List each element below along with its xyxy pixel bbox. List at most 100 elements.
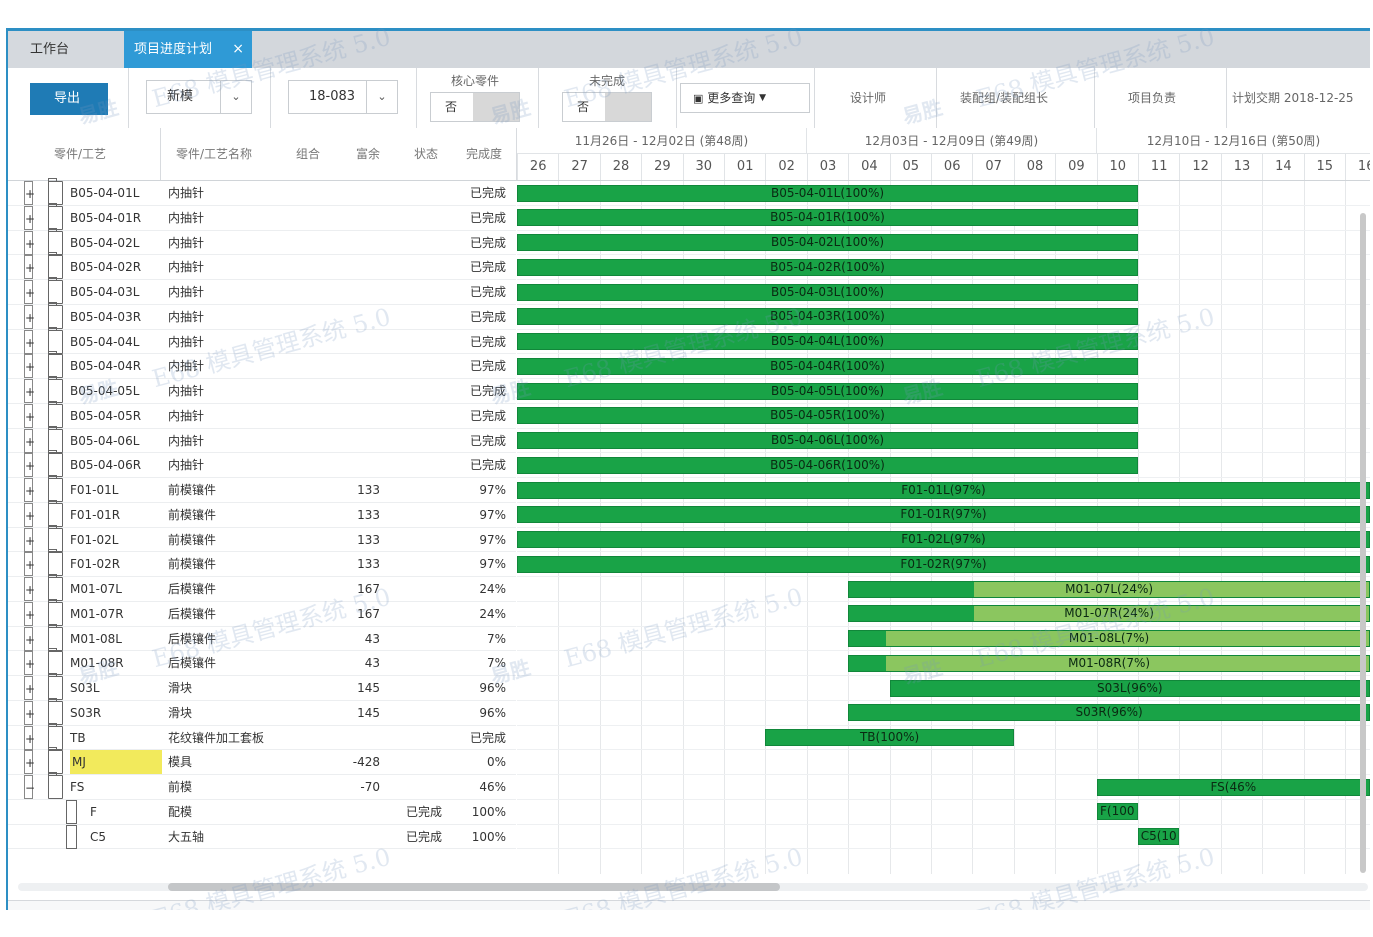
expand-icon[interactable]: +	[24, 601, 35, 626]
gantt-bar[interactable]: F01-02R(97%)	[517, 555, 1370, 573]
table-row[interactable]: + B05-04-01R 内抽针 已完成	[8, 202, 516, 231]
expand-icon[interactable]: +	[24, 329, 35, 354]
expand-icon[interactable]: +	[24, 502, 35, 527]
table-row[interactable]: + B05-04-03R 内抽针 已完成	[8, 301, 516, 330]
gantt-bar[interactable]: C5(10	[1138, 828, 1180, 845]
table-row[interactable]: + TB 花纹镶件加工套板 已完成	[8, 722, 516, 751]
unfinished-filter[interactable]: 未完成 否	[552, 72, 662, 122]
expand-icon[interactable]: +	[24, 181, 35, 205]
column-header-progress[interactable]: 完成度	[466, 147, 503, 161]
table-row[interactable]: + B05-04-03L 内抽针 已完成	[8, 277, 516, 305]
table-row[interactable]: F 配模 已完成 100%	[8, 799, 516, 825]
day-header-cell: 13	[1220, 154, 1262, 180]
more-query-button[interactable]: ▣ 更多查询 ▼	[680, 83, 810, 113]
tab-project-schedule[interactable]: 项目进度计划 ×	[124, 31, 252, 68]
expand-icon[interactable]: +	[24, 478, 35, 502]
expand-icon[interactable]: +	[24, 403, 35, 428]
table-row[interactable]: + B05-04-04L 内抽针 已完成	[8, 326, 516, 355]
expand-icon[interactable]: +	[24, 577, 35, 601]
mold-type-select[interactable]: 新模 ⌄	[146, 80, 252, 114]
gantt-bar[interactable]: F(100	[1096, 803, 1138, 821]
table-row[interactable]: + F01-02L 前模镶件 133 97%	[8, 524, 516, 553]
column-header-status[interactable]: 状态	[414, 147, 439, 161]
vertical-scrollbar[interactable]	[1360, 213, 1366, 873]
column-header-margin[interactable]: 富余	[356, 147, 381, 161]
gantt-bar[interactable]: F01-01L(97%)	[517, 481, 1370, 499]
table-row[interactable]: + B05-04-06L 内抽针 已完成	[8, 425, 516, 454]
table-row[interactable]: + B05-04-06R 内抽针 已完成	[8, 450, 516, 478]
expand-icon[interactable]: +	[24, 230, 35, 255]
expand-icon[interactable]: +	[24, 552, 35, 577]
gantt-bar[interactable]: B05-04-05R(100%)	[517, 407, 1138, 425]
toolbar: 导出 新模 ⌄ 18-083 ⌄ 核心零件 否 未完成 否 ▣ 更多查询 ▼ 设…	[8, 68, 1370, 129]
expand-icon[interactable]: +	[24, 700, 35, 725]
gantt-bar[interactable]: B05-04-02R(100%)	[517, 258, 1138, 276]
expand-icon[interactable]: +	[24, 304, 35, 329]
gantt-bar[interactable]: B05-04-01L(100%)	[517, 184, 1138, 202]
gantt-bar[interactable]: B05-04-03R(100%)	[517, 308, 1138, 326]
expand-icon[interactable]: +	[24, 527, 35, 552]
table-row[interactable]: + M01-08R 后模镶件 43 7%	[8, 648, 516, 676]
expand-icon[interactable]: +	[24, 280, 35, 304]
collapse-icon[interactable]: −	[24, 775, 35, 799]
table-row[interactable]: − FS 前模 -70 46%	[8, 772, 516, 800]
gantt-bar[interactable]: B05-04-04L(100%)	[517, 333, 1138, 350]
gantt-bar[interactable]: B05-04-05L(100%)	[517, 382, 1138, 400]
tab-workbench[interactable]: 工作台	[8, 31, 124, 68]
table-row[interactable]: + B05-04-02R 内抽针 已完成	[8, 252, 516, 280]
expand-icon[interactable]: +	[24, 255, 35, 280]
gantt-bar[interactable]: M01-08L(7%)	[848, 630, 1370, 647]
gantt-bar[interactable]: S03R(96%)	[848, 704, 1370, 722]
gantt-bar[interactable]: B05-04-01R(100%)	[517, 209, 1138, 227]
part-name: 后模镶件	[168, 656, 217, 671]
expand-icon[interactable]: +	[24, 428, 35, 453]
gantt-bar[interactable]: F01-01R(97%)	[517, 506, 1370, 524]
table-row[interactable]: + F01-01R 前模镶件 133 97%	[8, 499, 516, 528]
column-header-part-name[interactable]: 零件/工艺名称	[176, 147, 253, 161]
horizontal-scrollbar[interactable]	[168, 883, 780, 891]
expand-icon[interactable]: +	[24, 750, 35, 775]
gantt-bar[interactable]: TB(100%)	[765, 729, 1014, 746]
expand-icon[interactable]: +	[24, 626, 35, 651]
export-button[interactable]: 导出	[30, 83, 108, 115]
table-row[interactable]: + B05-04-04R 内抽针 已完成	[8, 351, 516, 379]
gantt-bar[interactable]: B05-04-06L(100%)	[517, 432, 1138, 449]
table-row[interactable]: + B05-04-05L 内抽针 已完成	[8, 376, 516, 404]
gantt-bar[interactable]: S03L(96%)	[889, 679, 1370, 697]
table-row[interactable]: + M01-07R 后模镶件 167 24%	[8, 598, 516, 627]
expand-icon[interactable]: +	[24, 453, 35, 478]
core-parts-filter[interactable]: 核心零件 否	[420, 72, 530, 122]
table-row[interactable]: C5 大五轴 已完成 100%	[8, 824, 516, 850]
column-header-part[interactable]: 零件/工艺	[54, 147, 107, 161]
expand-icon[interactable]: +	[24, 651, 35, 676]
gantt-bar[interactable]: F01-02L(97%)	[517, 531, 1370, 548]
gantt-bar[interactable]: B05-04-06R(100%)	[517, 456, 1138, 474]
gantt-bar[interactable]: M01-08R(7%)	[848, 654, 1370, 672]
core-parts-value[interactable]: 否	[430, 92, 520, 122]
gantt-bar[interactable]: M01-07L(24%)	[848, 580, 1370, 598]
table-row[interactable]: + M01-07L 后模镶件 167 24%	[8, 574, 516, 602]
gantt-bar[interactable]: B05-04-04R(100%)	[517, 357, 1138, 375]
expand-icon[interactable]: +	[24, 205, 35, 230]
table-row[interactable]: + MJ 模具 -428 0%	[8, 747, 516, 775]
column-header-combination[interactable]: 组合	[296, 147, 321, 161]
table-row[interactable]: + S03L 滑块 145 96%	[8, 673, 516, 701]
table-row[interactable]: + F01-02R 前模镶件 133 97%	[8, 549, 516, 577]
close-icon[interactable]: ×	[232, 41, 244, 57]
expand-icon[interactable]: +	[24, 379, 35, 403]
gantt-bar[interactable]: B05-04-03L(100%)	[517, 283, 1138, 301]
gantt-bar[interactable]: B05-04-02L(100%)	[517, 234, 1138, 251]
expand-icon[interactable]: +	[24, 725, 35, 750]
table-row[interactable]: + B05-04-02L 内抽针 已完成	[8, 227, 516, 256]
table-row[interactable]: + F01-01L 前模镶件 133 97%	[8, 475, 516, 503]
expand-icon[interactable]: +	[24, 354, 35, 379]
project-number-select[interactable]: 18-083 ⌄	[288, 80, 398, 114]
table-row[interactable]: + B05-04-05R 内抽针 已完成	[8, 400, 516, 429]
table-row[interactable]: + B05-04-01L 内抽针 已完成	[8, 178, 516, 206]
unfinished-value[interactable]: 否	[562, 92, 652, 122]
gantt-bar[interactable]: M01-07R(24%)	[848, 605, 1370, 623]
gantt-bar[interactable]: FS(46%	[1096, 778, 1370, 796]
expand-icon[interactable]: +	[24, 676, 35, 700]
table-row[interactable]: + M01-08L 后模镶件 43 7%	[8, 623, 516, 652]
table-row[interactable]: + S03R 滑块 145 96%	[8, 697, 516, 726]
